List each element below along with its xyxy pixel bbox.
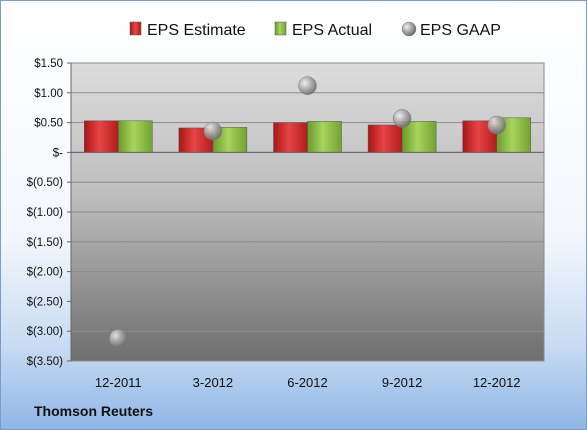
legend-swatch-eps-actual [274,21,287,36]
bars [84,117,531,153]
x-tick-label: 6-2012 [287,375,327,390]
point-eps-gaap [298,76,317,95]
source-label: Thomson Reuters [34,403,154,419]
y-tick-label: $(2.00) [27,267,64,279]
gaap-points [109,76,506,348]
y-tick-label: $(2.50) [27,296,64,308]
y-tick-label: $(0.50) [27,177,64,189]
legend-swatch-eps-estimate [129,21,142,36]
x-axis: 12-2011 3-2012 6-2012 9-2012 12-2012 [71,151,544,390]
y-tick-label: $0.50 [34,118,63,130]
grid-lines [71,62,544,362]
point-eps-gaap [109,329,128,348]
x-tick-label: 12-2011 [95,375,142,390]
y-axis: $1.50 $1.00 $0.50 $- $(0.50) $(1.00) $(1.50) $(… [27,58,72,368]
legend-swatch-eps-gaap [401,21,417,37]
x-tick-label: 3-2012 [193,375,233,390]
bar-eps-estimate [273,122,308,153]
y-tick-label: $1.00 [34,88,63,100]
bar-eps-actual [307,121,342,153]
point-eps-gaap [487,115,506,135]
bar-eps-estimate [84,120,119,153]
x-tick-label: 9-2012 [382,375,422,390]
legend-label: EPS Actual [292,22,372,39]
bar-eps-actual [118,120,153,153]
y-tick-label: $(3.50) [27,356,64,368]
x-tick-label: 12-2012 [473,375,521,390]
point-eps-gaap [203,121,223,141]
legend-label: EPS Estimate [147,22,246,39]
y-tick-label: $1.50 [34,58,63,70]
y-tick-label: $(1.50) [27,237,64,249]
y-tick-label: $(3.00) [27,326,64,338]
bar-eps-estimate [367,124,403,153]
y-tick-label: $- [53,147,63,159]
point-eps-gaap [392,109,412,128]
legend: EPS Estimate EPS Actual EPS GAAP [129,21,501,39]
y-tick-label: $(1.00) [27,207,64,219]
bar-eps-actual [401,121,437,153]
legend-label: EPS GAAP [420,22,501,39]
